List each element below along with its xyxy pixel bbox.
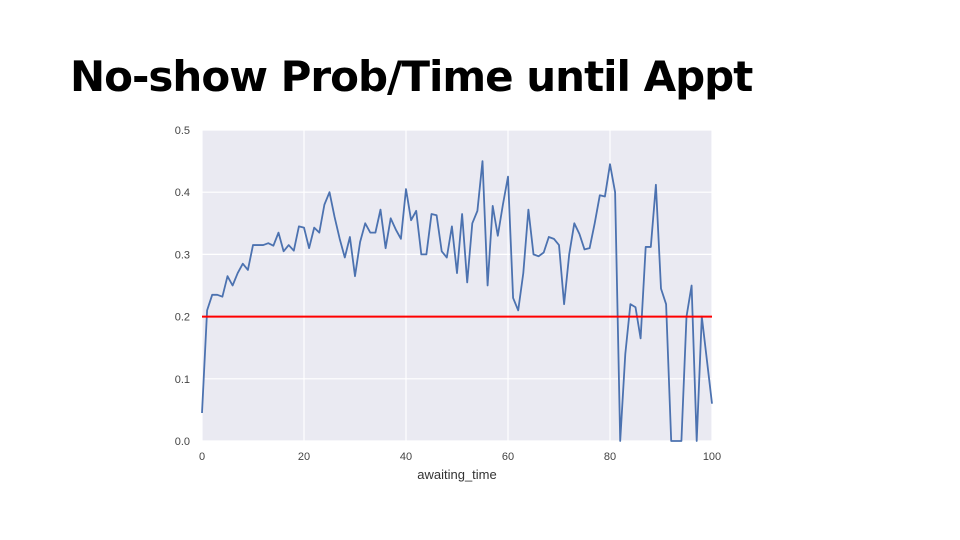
y-tick-label: 0.1 — [175, 374, 190, 386]
x-tick-label: 60 — [502, 451, 514, 463]
y-tick-label: 0.0 — [175, 436, 190, 448]
x-tick-label: 20 — [298, 451, 310, 463]
plot-background — [202, 130, 712, 441]
y-tick-label: 0.5 — [175, 125, 190, 137]
x-axis-label: awaiting_time — [417, 467, 497, 482]
y-tick-label: 0.2 — [175, 312, 190, 324]
series-line — [201, 160, 713, 442]
slide-title: No-show Prob/Time until Appt — [70, 52, 753, 101]
y-tick-label: 0.4 — [175, 187, 190, 199]
x-tick-label: 80 — [604, 451, 616, 463]
x-tick-label: 40 — [400, 451, 412, 463]
tick-labels: 0 20 40 60 80 100 0.0 0.1 0.2 0.3 0.4 0.5 — [175, 125, 721, 463]
x-tick-label: 100 — [703, 451, 721, 463]
y-tick-label: 0.3 — [175, 249, 190, 261]
series-layer — [201, 160, 713, 442]
x-tick-label: 0 — [199, 451, 205, 463]
